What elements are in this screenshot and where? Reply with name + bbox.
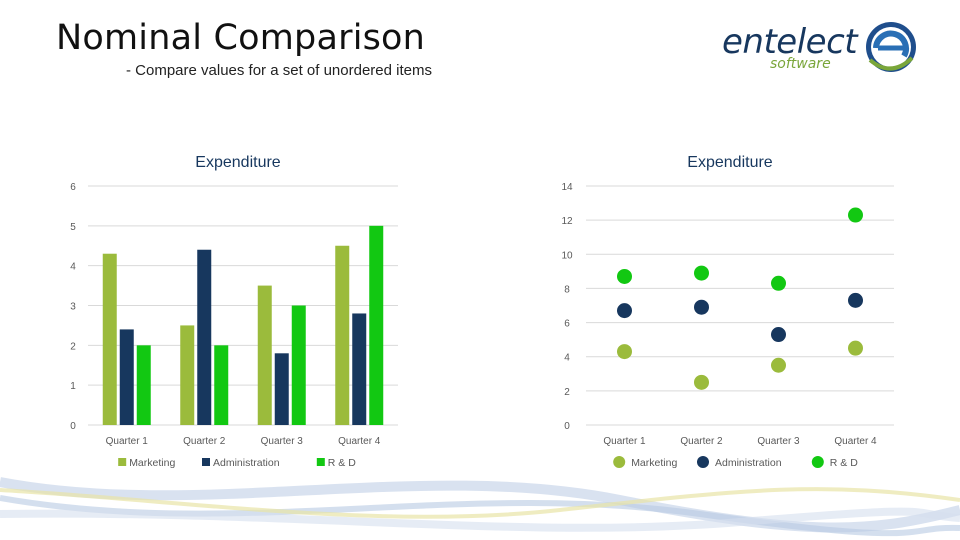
point-marketing (694, 374, 709, 390)
y-tick-label: 2 (564, 387, 570, 398)
legend-marker (613, 456, 626, 468)
bar-r-d (136, 345, 151, 425)
bar-r-d (369, 225, 384, 425)
legend-swatch (316, 458, 325, 466)
x-tick-label: Quarter 4 (338, 436, 381, 447)
entelect-logo: entelect software (718, 16, 918, 78)
x-tick-label: Quarter 2 (183, 436, 226, 447)
y-tick-label: 4 (70, 262, 76, 273)
point-administration (848, 292, 863, 308)
x-tick-label: Quarter 4 (834, 436, 877, 447)
y-tick-label: 0 (564, 421, 570, 432)
legend-swatch (118, 458, 127, 466)
point-marketing (617, 344, 632, 360)
y-tick-label: 8 (564, 284, 570, 295)
point-r-d (694, 265, 709, 281)
y-tick-label: 1 (70, 381, 76, 392)
legend-marker (697, 456, 709, 468)
legend-label: Marketing (129, 457, 175, 469)
point-r-d (771, 275, 786, 291)
point-r-d (848, 207, 863, 223)
x-tick-label: Quarter 3 (261, 436, 304, 447)
logo-word: entelect (722, 22, 858, 62)
legend-label: Administration (715, 457, 782, 469)
legend-label: R & D (328, 457, 356, 469)
x-tick-label: Quarter 1 (106, 436, 149, 447)
bar-r-d (214, 345, 229, 425)
y-tick-label: 5 (70, 222, 76, 233)
bar-chart: Expenditure 0 1 2 3 4 5 6 Quarter 1 Quarter 2 Quar… (0, 150, 480, 480)
bar-marketing (257, 285, 272, 425)
legend-label: Marketing (631, 457, 677, 469)
bar-marketing (102, 253, 117, 425)
bar-marketing (180, 325, 195, 425)
y-tick-label: 12 (561, 216, 573, 227)
x-tick-label: Quarter 1 (603, 436, 646, 447)
x-tick-label: Quarter 2 (680, 436, 723, 447)
slide-subtitle: - Compare values for a set of unordered … (126, 62, 432, 79)
y-tick-label: 6 (564, 319, 570, 330)
point-administration (617, 303, 632, 319)
y-tick-label: 14 (561, 182, 573, 193)
y-tick-label: 10 (561, 250, 573, 261)
decorative-waves (0, 477, 960, 537)
bar-r-d (291, 305, 306, 425)
y-tick-label: 0 (70, 421, 76, 432)
scatter-chart-svg: Expenditure 0 2 4 6 8 10 12 14 Quarter 1 Quarter 2… (561, 154, 894, 469)
point-marketing (771, 357, 786, 373)
logo-sub: software (770, 56, 831, 72)
y-tick-label: 4 (564, 353, 570, 364)
logo-swirl-icon (866, 22, 916, 72)
point-r-d (617, 268, 632, 284)
slide-title: Nominal Comparison (56, 18, 426, 58)
bar-chart-svg: Expenditure 0 1 2 3 4 5 6 Quarter 1 Quarter 2 Quar… (70, 154, 398, 469)
legend-label: Administration (213, 457, 280, 469)
chart-title: Expenditure (687, 154, 772, 171)
y-tick-label: 6 (70, 182, 76, 193)
bar-marketing (335, 245, 350, 425)
x-tick-label: Quarter 3 (757, 436, 800, 447)
legend-label: R & D (830, 457, 858, 469)
bar-administration (274, 353, 289, 425)
legend-marker (811, 456, 824, 468)
legend-swatch (202, 458, 210, 466)
point-administration (771, 327, 786, 343)
bar-administration (119, 329, 134, 425)
point-marketing (848, 340, 863, 356)
y-tick-label: 2 (70, 341, 76, 352)
bar-administration (197, 249, 212, 425)
chart-title: Expenditure (195, 154, 280, 171)
scatter-chart: Expenditure 0 2 4 6 8 10 12 14 Quarter 1 Quarter 2… (480, 150, 960, 480)
bar-administration (352, 313, 367, 425)
point-administration (694, 299, 709, 315)
y-tick-label: 3 (70, 302, 76, 313)
